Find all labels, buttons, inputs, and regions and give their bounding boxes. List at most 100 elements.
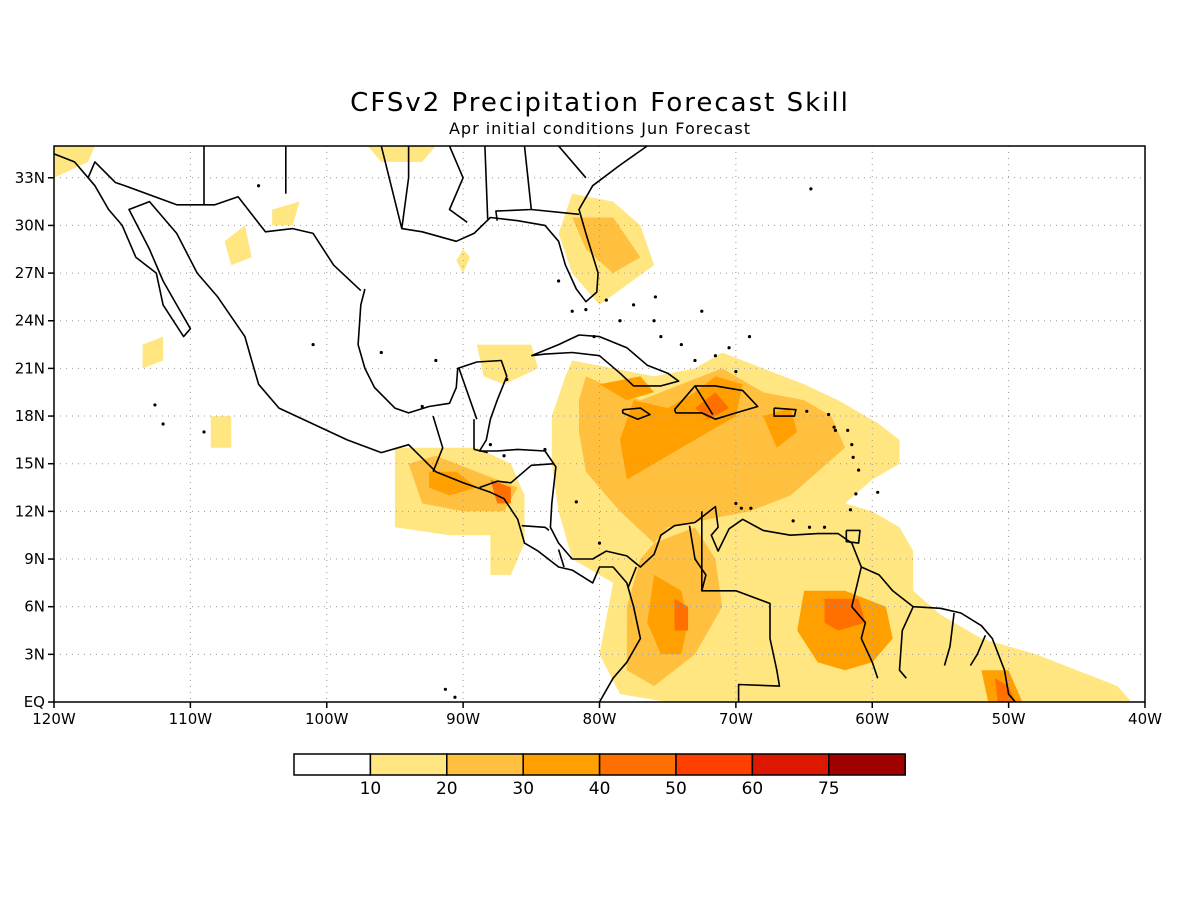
island xyxy=(574,500,578,504)
y-tick-label: 30N xyxy=(15,216,45,234)
skill-region-florida-core xyxy=(572,217,641,274)
coastline xyxy=(627,566,638,588)
island xyxy=(827,412,831,417)
x-tick-label: 60W xyxy=(855,710,889,728)
coastline xyxy=(773,407,797,417)
latitude-axis: EQ 3N 6N 9N 12N 15N 18N 21N 24N 27N 30N 33N xyxy=(15,169,54,711)
island xyxy=(161,422,165,426)
skill-region-puerto-rico-core xyxy=(763,408,798,448)
island xyxy=(505,377,509,382)
skill-region-mexico-pacific xyxy=(210,416,232,448)
y-tick-label: 3N xyxy=(24,645,45,663)
y-tick-label: 9N xyxy=(24,550,45,568)
coastline xyxy=(850,566,879,679)
island xyxy=(727,346,731,350)
island xyxy=(876,490,880,494)
x-tick-label: 90W xyxy=(446,710,480,728)
island xyxy=(857,468,861,472)
x-tick-label: 70W xyxy=(719,710,753,728)
island xyxy=(420,404,424,409)
colorbar: 10 20 30 40 50 60 75 xyxy=(293,753,906,799)
island xyxy=(153,403,157,407)
skill-region-gulf-of-mexico xyxy=(456,249,470,274)
coastline xyxy=(458,368,478,420)
island xyxy=(592,335,596,339)
coastline xyxy=(87,161,362,292)
island xyxy=(379,350,383,355)
skill-region-northern-mexico xyxy=(224,225,252,266)
coastline xyxy=(531,208,580,216)
island xyxy=(805,409,809,413)
colorbar-swatch xyxy=(675,753,754,776)
island xyxy=(679,342,683,347)
coastline xyxy=(688,525,707,591)
island xyxy=(597,541,602,545)
coastline xyxy=(621,407,651,421)
island xyxy=(604,298,608,302)
island xyxy=(846,428,850,432)
island xyxy=(256,184,261,188)
colorbar-swatch xyxy=(369,753,448,776)
skill-region-texas-interior xyxy=(272,201,300,226)
coastline xyxy=(530,334,680,387)
colorbar-label: 20 xyxy=(436,779,458,799)
coastline xyxy=(448,146,468,223)
longitude-axis: 120W 110W 100W 90W 80W 70W 60W 50W 40W xyxy=(32,702,1162,728)
colorbar-swatch xyxy=(598,753,677,776)
island xyxy=(713,354,718,358)
colorbar-swatch xyxy=(446,753,524,776)
island xyxy=(749,506,753,510)
island xyxy=(631,303,636,307)
island xyxy=(822,525,827,529)
island xyxy=(556,279,561,283)
skill-region-hispaniola-core xyxy=(695,392,730,420)
skill-region-colombia-west xyxy=(647,574,689,655)
island xyxy=(618,319,622,323)
skill-region-baja-pacific xyxy=(142,336,164,369)
island xyxy=(434,358,438,363)
colorbar-swatch xyxy=(522,753,601,776)
colorbar-label: 10 xyxy=(360,779,382,799)
island xyxy=(652,319,656,323)
coastline xyxy=(484,146,489,220)
colorbar-swatch xyxy=(828,753,906,776)
x-tick-label: 110W xyxy=(169,710,213,728)
colorbar-swatch xyxy=(293,753,372,776)
x-tick-label: 40W xyxy=(1128,710,1162,728)
coastlines xyxy=(54,146,1017,702)
skill-contours xyxy=(54,146,1132,702)
coastline xyxy=(673,385,759,421)
coastline xyxy=(479,462,555,489)
plot-area xyxy=(54,146,1145,702)
skill-region-yucatan-channel xyxy=(476,344,539,385)
island xyxy=(570,309,574,313)
island xyxy=(311,342,315,347)
island xyxy=(848,508,853,512)
island xyxy=(700,309,704,313)
y-tick-label: 6N xyxy=(24,598,45,616)
chart-subtitle: Apr initial conditions Jun Forecast xyxy=(449,119,751,138)
island xyxy=(488,443,492,447)
island xyxy=(854,492,858,496)
skill-region-fonseca-core xyxy=(490,479,511,504)
coastline xyxy=(557,146,587,179)
y-tick-label: 12N xyxy=(15,502,45,520)
island xyxy=(502,454,506,458)
coastline xyxy=(845,529,861,544)
island xyxy=(833,428,838,432)
y-tick-label: 15N xyxy=(15,455,45,473)
island xyxy=(747,335,752,339)
colorbar-label: 40 xyxy=(589,779,611,799)
coastline xyxy=(495,146,533,221)
coastline xyxy=(432,415,444,472)
x-tick-label: 100W xyxy=(305,710,349,728)
coastline xyxy=(694,385,714,415)
island xyxy=(850,443,854,447)
x-tick-label: 120W xyxy=(32,710,76,728)
island xyxy=(807,525,812,529)
island xyxy=(202,430,206,434)
island xyxy=(453,695,457,699)
island xyxy=(832,425,836,429)
x-tick-label: 80W xyxy=(583,710,617,728)
